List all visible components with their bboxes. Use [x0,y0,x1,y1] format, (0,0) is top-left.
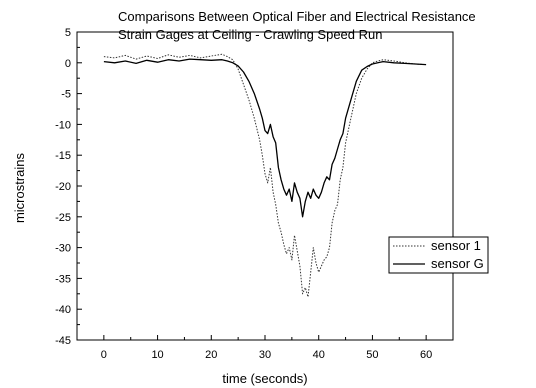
plot-area-frame [76,31,454,341]
series-line-sensor-1 [103,53,427,298]
y-tick-label: -30 [55,243,71,255]
x-tick-label: 30 [259,349,271,361]
y-tick-label: -35 [55,273,71,285]
chart-title-line-1: Comparisons Between Optical Fiber and El… [118,9,476,24]
y-tick-label: 5 [65,27,71,39]
series-line-sensor-g [103,58,427,218]
y-tick-label: -45 [55,335,71,347]
y-tick-label: -10 [55,119,71,131]
x-axis-title: time (seconds) [222,371,307,386]
y-axis: 5 0 -5 -10 -15 -20 -25 -30 -35 -40 -45 [55,27,82,347]
legend-box [388,236,489,274]
legend: sensor 1 sensor G [388,236,489,274]
y-tick-label: -15 [55,150,71,162]
chart-title: Comparisons Between Optical Fiber and El… [118,9,476,42]
y-axis-title: microstrains [12,152,27,223]
y-tick-label: -20 [55,181,71,193]
x-tick-label: 50 [366,349,378,361]
legend-label-sensor-g: sensor G [431,256,484,271]
y-tick-label: 0 [65,58,71,70]
y-tick-label: -40 [55,304,71,316]
series-layer [103,53,427,298]
legend-label-sensor-1: sensor 1 [431,238,481,253]
x-tick-label: 20 [205,349,217,361]
x-tick-label: 40 [313,349,325,361]
chart-title-line-2: Strain Gages at Ceiling - Crawling Speed… [118,27,382,42]
x-axis: 0 10 20 30 40 50 60 [101,335,432,361]
y-tick-label: -5 [61,89,71,101]
y-tick-label: -25 [55,212,71,224]
x-tick-label: 10 [151,349,163,361]
x-tick-label: 60 [420,349,432,361]
x-tick-label: 0 [101,349,107,361]
